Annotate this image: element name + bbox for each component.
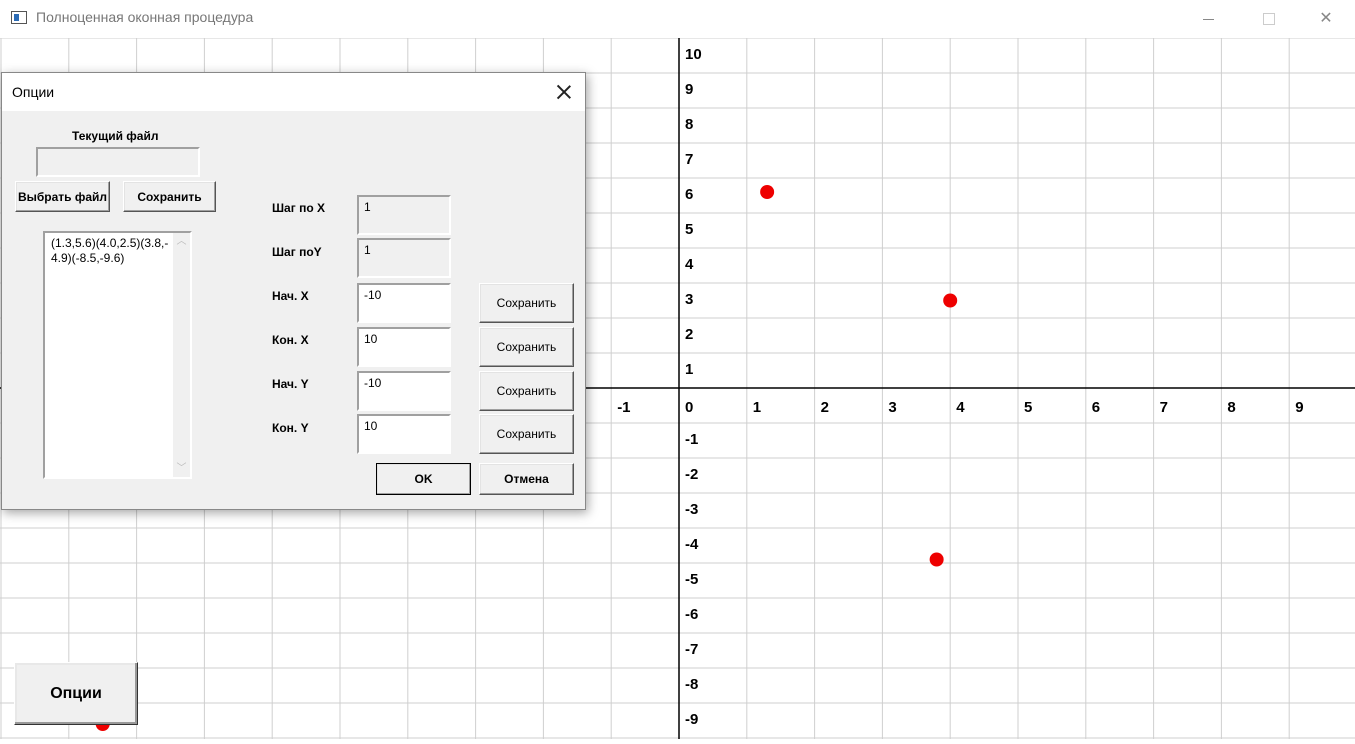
step-x-field[interactable]: 1: [357, 195, 451, 235]
x-tick-label: 9: [1295, 399, 1303, 416]
ok-button[interactable]: OK: [376, 463, 471, 495]
start-y-field[interactable]: -10: [357, 371, 451, 411]
y-tick-label: -5: [685, 571, 698, 588]
start-y-label: Нач. Y: [272, 377, 309, 391]
save-end-y-button[interactable]: Сохранить: [479, 414, 574, 454]
y-tick-label: 10: [685, 46, 702, 63]
scroll-up-icon[interactable]: ︿: [176, 236, 187, 247]
y-tick-label: -8: [685, 676, 698, 693]
x-tick-label: 1: [753, 399, 761, 416]
title-bar: Полноценная оконная процедура ✕: [0, 0, 1355, 38]
y-tick-label: -4: [685, 536, 699, 553]
step-y-label: Шаг поY: [272, 245, 322, 259]
end-x-field[interactable]: 10: [357, 327, 451, 367]
window-title: Полноценная оконная процедура: [36, 9, 254, 25]
y-tick-label: -9: [685, 711, 698, 728]
y-tick-label: 7: [685, 151, 693, 168]
end-x-label: Кон. X: [272, 333, 309, 347]
y-tick-label: 2: [685, 326, 693, 343]
end-y-label: Кон. Y: [272, 421, 309, 435]
start-x-field[interactable]: -10: [357, 283, 451, 323]
minimize-button[interactable]: [1180, 0, 1240, 38]
y-tick-label: 5: [685, 221, 693, 238]
choose-file-button[interactable]: Выбрать файл: [15, 181, 110, 212]
maximize-button[interactable]: [1240, 0, 1300, 38]
y-tick-label: 4: [685, 256, 694, 273]
dialog-close-icon[interactable]: [553, 81, 575, 103]
scroll-down-icon[interactable]: ﹀: [176, 463, 187, 474]
y-tick-label: -1: [685, 431, 698, 448]
dialog-title: Опции: [12, 84, 55, 100]
data-point: [760, 185, 775, 199]
dialog-title-bar: Опции: [2, 73, 585, 111]
current-file-field: [36, 147, 200, 177]
y-tick-label: 9: [685, 81, 693, 98]
options-button[interactable]: Опции: [14, 662, 138, 725]
save-file-button[interactable]: Сохранить: [123, 181, 216, 212]
cancel-button[interactable]: Отмена: [479, 463, 574, 495]
data-point: [929, 552, 944, 567]
y-tick-label: 6: [685, 186, 693, 203]
y-tick-label: -7: [685, 641, 698, 658]
save-start-x-button[interactable]: Сохранить: [479, 283, 574, 323]
y-tick-label: 8: [685, 116, 693, 133]
x-tick-label: 4: [956, 399, 965, 416]
step-x-label: Шаг по X: [272, 201, 325, 215]
options-dialog: Опции Текущий файл Выбрать файл Сохранит…: [1, 72, 586, 510]
start-x-label: Нач. X: [272, 289, 309, 303]
y-tick-label: -6: [685, 606, 698, 623]
points-listbox[interactable]: (1.3,5.6)(4.0,2.5)(3.8,-4.9)(-8.5,-9.6) …: [43, 231, 192, 479]
x-tick-label: -1: [617, 399, 630, 416]
listbox-scrollbar[interactable]: ︿ ﹀: [173, 233, 190, 477]
step-y-field[interactable]: 1: [357, 238, 451, 278]
y-tick-label: -3: [685, 501, 698, 518]
x-tick-label: 8: [1227, 399, 1235, 416]
x-tick-label: 0: [685, 399, 693, 416]
close-window-button[interactable]: ✕: [1319, 10, 1333, 27]
x-tick-label: 3: [888, 399, 896, 416]
x-tick-label: 6: [1092, 399, 1100, 416]
y-tick-label: 3: [685, 291, 693, 308]
data-point: [943, 293, 958, 308]
x-tick-label: 5: [1024, 399, 1032, 416]
end-y-field[interactable]: 10: [357, 414, 451, 454]
y-tick-label: 1: [685, 361, 693, 378]
app-window-icon: [11, 11, 27, 24]
x-tick-label: 7: [1160, 399, 1168, 416]
points-text: (1.3,5.6)(4.0,2.5)(3.8,-4.9)(-8.5,-9.6): [51, 236, 169, 265]
current-file-label: Текущий файл: [72, 129, 159, 143]
save-end-x-button[interactable]: Сохранить: [479, 327, 574, 367]
x-tick-label: 2: [821, 399, 829, 416]
y-tick-label: -2: [685, 466, 698, 483]
save-start-y-button[interactable]: Сохранить: [479, 371, 574, 411]
